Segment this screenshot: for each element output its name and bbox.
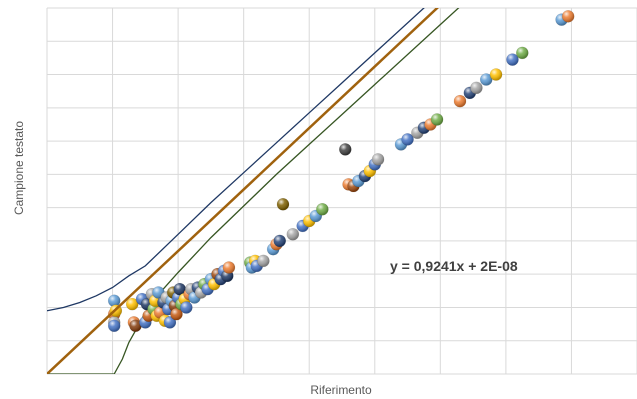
data-points — [107, 10, 575, 333]
data-point-gloss — [480, 73, 493, 86]
upper-band-line — [47, 8, 425, 312]
lower-band-line — [47, 8, 460, 374]
data-point-gloss — [126, 298, 139, 311]
data-point-gloss — [222, 261, 235, 274]
trendline-equation: y = 0,9241x + 2E-08 — [390, 258, 518, 274]
regression-line-group — [47, 8, 439, 374]
data-point-gloss — [180, 301, 193, 314]
data-point-gloss — [286, 228, 299, 241]
data-point-gloss — [170, 308, 183, 321]
data-point-gloss — [372, 153, 385, 166]
confidence-bands — [47, 8, 460, 374]
data-point-gloss — [316, 203, 329, 216]
data-point-gloss — [108, 294, 121, 307]
data-point-gloss — [257, 254, 270, 267]
data-point-gloss — [506, 53, 519, 66]
data-point-gloss — [562, 10, 575, 23]
x-axis-title: Riferimento — [310, 383, 372, 397]
data-point-gloss — [173, 283, 186, 296]
data-point-gloss — [454, 95, 466, 108]
data-point-gloss — [431, 113, 444, 126]
data-point-gloss — [273, 234, 286, 247]
data-point-gloss — [108, 319, 121, 332]
data-point-gloss — [129, 319, 142, 332]
y-axis-title: Campione testato — [12, 121, 26, 215]
data-point-gloss — [163, 316, 176, 329]
data-point-gloss — [490, 68, 503, 81]
data-point-gloss — [516, 46, 529, 59]
data-point-gloss — [401, 133, 414, 146]
data-point-gloss — [277, 198, 289, 211]
data-point-gloss — [470, 81, 483, 94]
data-point-gloss — [339, 143, 352, 156]
regression-line — [47, 8, 439, 374]
